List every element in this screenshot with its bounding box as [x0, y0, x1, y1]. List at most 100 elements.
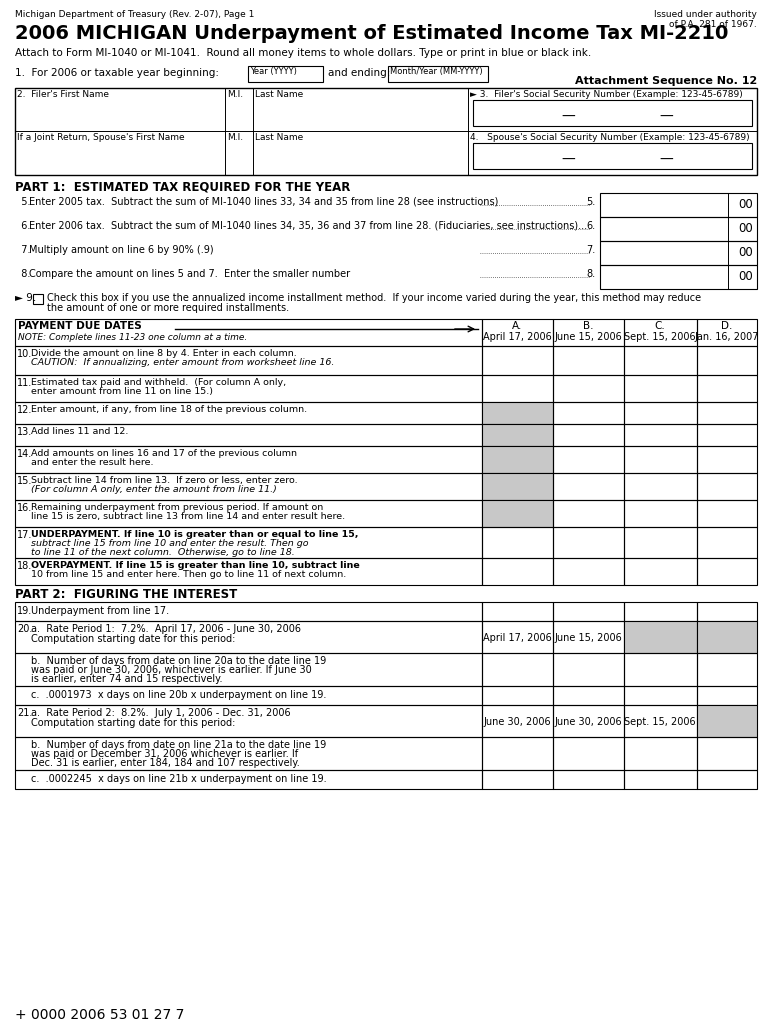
Text: a.  Rate Period 1:  7.2%.  April 17, 2006 - June 30, 2006: a. Rate Period 1: 7.2%. April 17, 2006 -… — [31, 624, 301, 634]
Bar — [697, 319, 757, 346]
Bar — [600, 241, 757, 265]
Bar — [697, 737, 757, 770]
Bar — [482, 686, 553, 705]
Text: enter amount from line 11 on line 15.): enter amount from line 11 on line 15.) — [31, 387, 213, 396]
Bar — [553, 621, 624, 653]
Text: Last Name: Last Name — [255, 90, 303, 99]
Bar — [697, 770, 757, 790]
Text: Estimated tax paid and withheld.  (For column A only,: Estimated tax paid and withheld. (For co… — [31, 378, 286, 387]
Bar — [15, 375, 482, 402]
Text: D.: D. — [721, 321, 733, 331]
Text: PART 2:  FIGURING THE INTEREST: PART 2: FIGURING THE INTEREST — [15, 588, 237, 601]
Bar — [697, 446, 757, 473]
Bar — [482, 770, 553, 790]
Bar — [624, 375, 697, 402]
Bar — [388, 66, 488, 82]
Text: Divide the amount on line 8 by 4. Enter in each column.: Divide the amount on line 8 by 4. Enter … — [31, 349, 296, 358]
Bar — [697, 558, 757, 585]
Text: c.  .0001973  x days on line 20b x underpayment on line 19.: c. .0001973 x days on line 20b x underpa… — [31, 690, 326, 700]
Text: Multiply amount on line 6 by 90% (.9): Multiply amount on line 6 by 90% (.9) — [29, 245, 213, 255]
Text: Sept. 15, 2006: Sept. 15, 2006 — [624, 332, 696, 342]
Text: Attachment Sequence No. 12: Attachment Sequence No. 12 — [574, 76, 757, 86]
Bar — [553, 705, 624, 737]
Bar — [482, 346, 553, 375]
Bar — [15, 346, 482, 375]
Text: If a Joint Return, Spouse's First Name: If a Joint Return, Spouse's First Name — [17, 133, 185, 142]
Bar — [697, 527, 757, 558]
Bar — [482, 446, 553, 473]
Bar — [553, 737, 624, 770]
Text: Computation starting date for this period:: Computation starting date for this perio… — [31, 634, 236, 644]
Text: M.I.: M.I. — [227, 90, 243, 99]
Text: Check this box if you use the annualized income installment method.  If your inc: Check this box if you use the annualized… — [47, 293, 701, 303]
Bar — [553, 500, 624, 527]
Bar — [624, 621, 697, 653]
Text: a.  Rate Period 2:  8.2%.  July 1, 2006 - Dec. 31, 2006: a. Rate Period 2: 8.2%. July 1, 2006 - D… — [31, 708, 290, 718]
Bar — [697, 705, 757, 737]
Text: was paid or December 31, 2006 whichever is earlier. If: was paid or December 31, 2006 whichever … — [31, 749, 298, 759]
Bar — [553, 527, 624, 558]
Text: Compare the amount on lines 5 and 7.  Enter the smaller number: Compare the amount on lines 5 and 7. Ent… — [29, 269, 350, 279]
Text: —: — — [561, 153, 574, 167]
Text: ► 9.: ► 9. — [15, 293, 36, 303]
Bar — [15, 527, 482, 558]
Bar — [553, 346, 624, 375]
Text: Enter 2006 tax.  Subtract the sum of MI-1040 lines 34, 35, 36 and 37 from line 2: Enter 2006 tax. Subtract the sum of MI-1… — [29, 221, 587, 231]
Bar — [600, 217, 757, 241]
Text: Month/Year (MM-YYYY): Month/Year (MM-YYYY) — [390, 67, 483, 76]
Text: line 15 is zero, subtract line 13 from line 14 and enter result here.: line 15 is zero, subtract line 13 from l… — [31, 512, 345, 521]
Bar — [482, 621, 553, 653]
Bar — [15, 686, 482, 705]
Text: 15.: 15. — [17, 476, 32, 486]
Bar — [15, 402, 482, 424]
Text: June 30, 2006: June 30, 2006 — [484, 717, 551, 727]
Text: C.: C. — [654, 321, 665, 331]
Text: 2006 MICHIGAN Underpayment of Estimated Income Tax MI-2210: 2006 MICHIGAN Underpayment of Estimated … — [15, 24, 728, 43]
Text: OVERPAYMENT. If line 15 is greater than line 10, subtract line: OVERPAYMENT. If line 15 is greater than … — [31, 561, 360, 570]
Text: June 15, 2006: June 15, 2006 — [554, 332, 622, 342]
Text: Enter 2005 tax.  Subtract the sum of MI-1040 lines 33, 34 and 35 from line 28 (s: Enter 2005 tax. Subtract the sum of MI-1… — [29, 197, 498, 207]
Text: 11.: 11. — [17, 378, 32, 388]
Bar — [697, 346, 757, 375]
Text: June 15, 2006: June 15, 2006 — [554, 633, 622, 643]
Bar — [553, 602, 624, 621]
Text: 7.: 7. — [15, 245, 31, 255]
Bar — [697, 653, 757, 686]
Text: 18.: 18. — [17, 561, 32, 571]
Text: M.I.: M.I. — [227, 133, 243, 142]
Bar — [697, 686, 757, 705]
Bar — [624, 402, 697, 424]
Text: b.  Number of days from date on line 20a to the date line 19: b. Number of days from date on line 20a … — [31, 656, 326, 666]
Bar — [697, 621, 757, 653]
Text: + 0000 2006 53 01 27 7: + 0000 2006 53 01 27 7 — [15, 1008, 184, 1022]
Bar — [553, 375, 624, 402]
Text: 5.: 5. — [15, 197, 31, 207]
Text: 4.   Spouse's Social Security Number (Example: 123-45-6789): 4. Spouse's Social Security Number (Exam… — [470, 133, 750, 142]
Text: 10 from line 15 and enter here. Then go to line 11 of next column.: 10 from line 15 and enter here. Then go … — [31, 570, 347, 579]
Bar — [624, 500, 697, 527]
Text: 1.  For 2006 or taxable year beginning:: 1. For 2006 or taxable year beginning: — [15, 68, 219, 78]
Text: c.  .0002245  x days on line 21b x underpayment on line 19.: c. .0002245 x days on line 21b x underpa… — [31, 774, 326, 784]
Bar — [33, 294, 43, 304]
Text: 8.: 8. — [586, 269, 595, 279]
Bar — [553, 770, 624, 790]
Text: Dec. 31 is earlier, enter 184, 184 and 107 respectively.: Dec. 31 is earlier, enter 184, 184 and 1… — [31, 758, 300, 768]
Bar — [482, 375, 553, 402]
Text: Computation starting date for this period:: Computation starting date for this perio… — [31, 718, 236, 728]
Text: Subtract line 14 from line 13.  If zero or less, enter zero.: Subtract line 14 from line 13. If zero o… — [31, 476, 298, 485]
Bar — [15, 737, 482, 770]
Text: 20.: 20. — [17, 624, 32, 634]
Text: —: — — [659, 110, 673, 124]
Bar — [600, 265, 757, 289]
Bar — [482, 527, 553, 558]
Text: NOTE: Complete lines 11-23 one column at a time.: NOTE: Complete lines 11-23 one column at… — [18, 333, 247, 342]
Text: Jan. 16, 2007: Jan. 16, 2007 — [695, 332, 759, 342]
Bar — [553, 473, 624, 500]
Bar — [553, 653, 624, 686]
Text: 13.: 13. — [17, 427, 32, 437]
Bar — [482, 424, 553, 446]
Bar — [553, 686, 624, 705]
Bar — [624, 770, 697, 790]
Bar — [15, 424, 482, 446]
Text: 8.: 8. — [15, 269, 30, 279]
